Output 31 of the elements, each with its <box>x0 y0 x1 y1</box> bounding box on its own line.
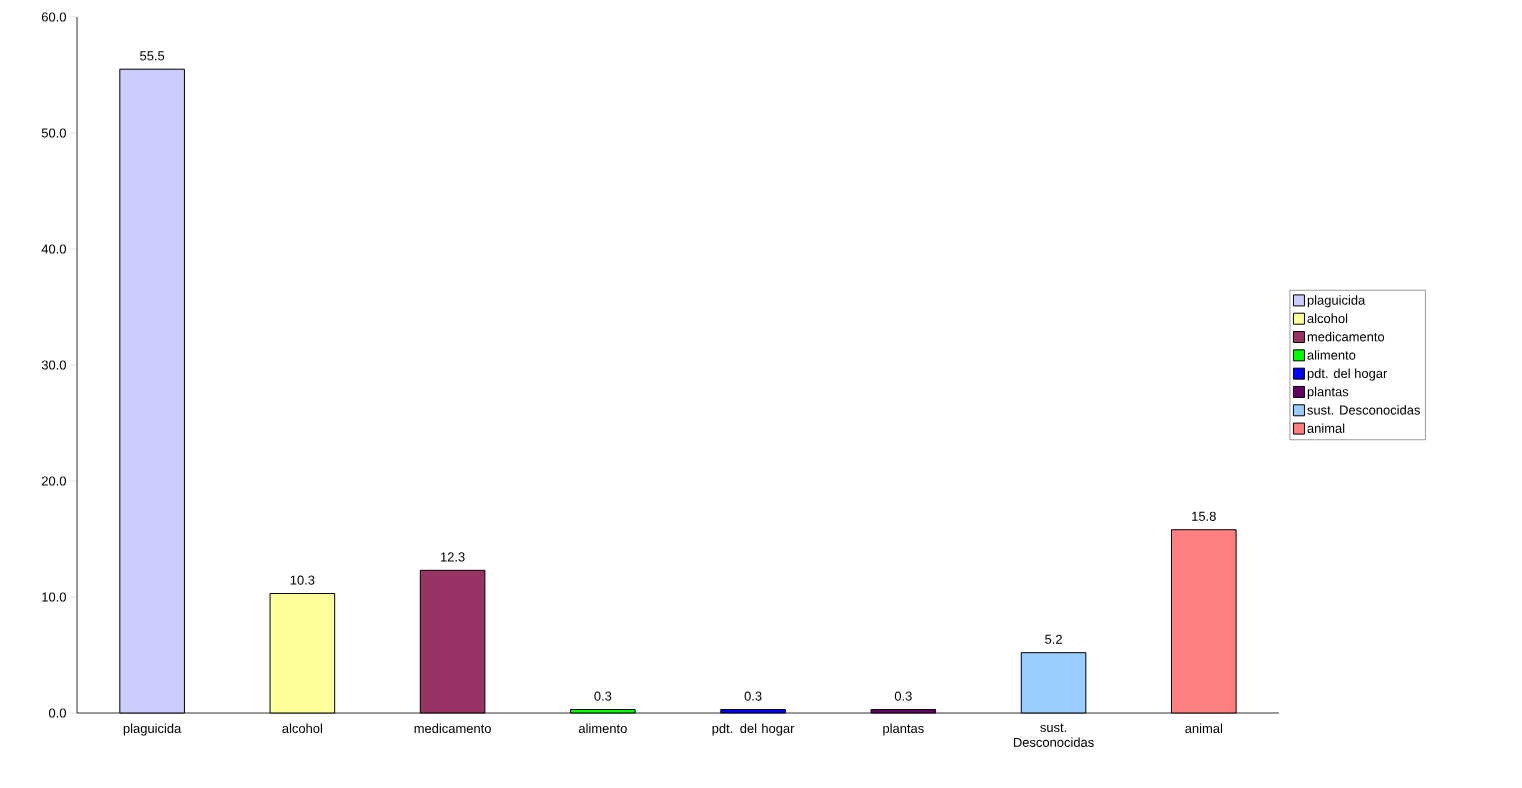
data-label: 5.2 <box>1045 634 1062 644</box>
y-tick-label: 30.0 <box>41 360 66 370</box>
y-tick-label: 50.0 <box>41 128 66 138</box>
data-label: 0.3 <box>594 691 612 701</box>
legend-label: plantas <box>1307 386 1349 399</box>
x-tick-label: plaguicida <box>123 723 182 736</box>
x-tick-label: alcohol <box>282 723 323 734</box>
data-label: 55.5 <box>140 51 165 61</box>
legend-label: alimento <box>1307 350 1356 360</box>
data-label: 10.3 <box>290 575 315 585</box>
legend-label: plaguicida <box>1307 295 1366 308</box>
y-tick-label: 40.0 <box>41 244 66 254</box>
data-label: 0.3 <box>894 691 912 701</box>
x-tick-label: alimento <box>578 723 627 734</box>
data-label: 0.3 <box>744 691 762 701</box>
legend-label: animal <box>1307 423 1345 433</box>
data-label: 12.3 <box>440 552 465 562</box>
y-tick-label: 20.0 <box>41 476 66 486</box>
legend-label: sust. Desconocidas <box>1307 405 1420 415</box>
legend-label: alcohol <box>1307 313 1348 324</box>
x-tick-label: animal <box>1185 723 1223 734</box>
y-tick-label: 0.0 <box>48 708 66 718</box>
x-tick-label: plantas <box>883 723 924 736</box>
data-label: 15.8 <box>1192 511 1216 521</box>
x-tick-label: pdt. del hogar <box>712 723 795 736</box>
legend-label: medicamento <box>1307 331 1385 342</box>
legend-label: pdt. del hogar <box>1307 368 1388 381</box>
y-tick-label: 10.0 <box>42 592 66 602</box>
x-tick-label: sust. Desconocidas <box>1013 723 1094 747</box>
y-tick-label: 60.0 <box>41 12 66 22</box>
x-tick-label: medicamento <box>414 723 491 734</box>
